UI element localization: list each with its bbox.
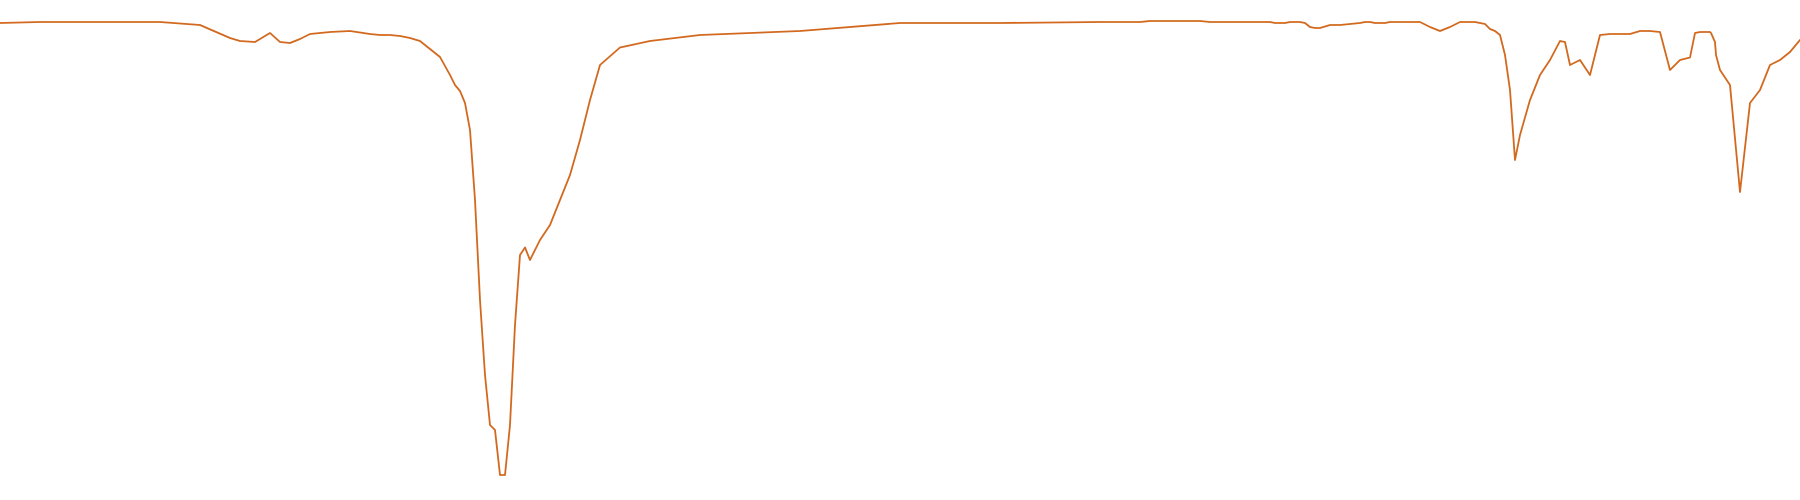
series-layer <box>0 20 1800 476</box>
series-line-0 <box>0 20 1800 476</box>
